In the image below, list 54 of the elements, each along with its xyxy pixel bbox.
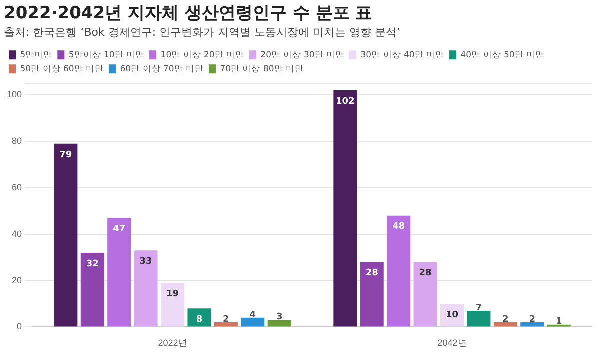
data-label: 2 [223,314,230,325]
legend-label: 5만이상 10만 미만 [68,50,145,60]
legend-label: 10만 이상 20만 미만 [160,50,245,60]
legend-label: 20만 이상 30만 미만 [260,50,345,60]
y-tick-label: 20 [12,275,22,286]
y-tick-label: 100 [6,90,22,100]
bar [214,322,238,327]
data-label: 3 [276,312,283,323]
data-label: 2 [502,314,509,325]
bar [108,218,132,327]
data-label: 32 [86,259,99,270]
data-label: 2 [529,314,536,325]
data-label: 28 [366,268,378,279]
bar [467,310,491,327]
data-label: 48 [392,222,406,232]
bar [268,320,292,327]
bar [54,144,78,327]
bar [520,322,544,327]
data-label: 47 [113,224,126,235]
data-label: 102 [336,96,355,107]
chart-title: 2022·2042년 지자체 생산연령인구 수 분포 표 [4,4,373,24]
legend-label: 30만 이상 40만 미만 [360,50,445,60]
bar [387,216,411,327]
y-tick-label: 60 [12,182,22,192]
bar [80,252,104,327]
y-tick-label: 0 [17,322,22,332]
legend-label: 5만미만 [20,50,53,60]
legend-label: 70만 이상 80만 미만 [220,64,304,74]
legend-label: 40만 이상 50만 미만 [460,50,544,60]
bar [334,90,358,327]
bar [241,318,265,327]
bar [360,262,384,327]
data-label: 1 [556,317,562,328]
bar [494,322,518,327]
bar [188,308,212,327]
y-tick-label: 80 [12,136,22,146]
legend-label: 50만 이상 60만 미만 [20,64,104,74]
data-label: 79 [60,150,72,160]
data-label: 8 [196,314,203,325]
chart-subtitle: 출처: 한국은행 ‘Bok 경제연구: 인구변화가 지역별 노동시장에 미치는 영향 분석’ [4,26,401,39]
data-label: 4 [250,310,256,320]
data-label: 10 [446,310,459,320]
y-tick-label: 40 [12,228,22,239]
data-label: 28 [419,268,432,279]
bar [440,304,464,327]
bar [161,283,185,327]
data-label: 19 [166,289,180,300]
x-tick-label: 2042년 [438,338,467,348]
data-label: 7 [476,303,482,314]
bar [134,250,158,327]
data-label: 33 [140,256,152,267]
x-tick-label: 2022년 [158,338,188,348]
bar [414,262,438,327]
legend-label: 60만 이상 70만 미만 [120,64,204,74]
